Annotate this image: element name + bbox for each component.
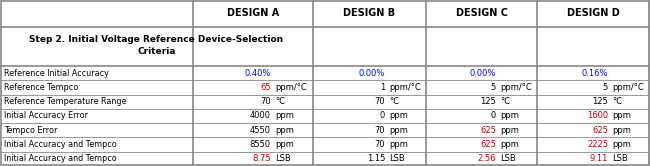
Text: 0: 0 (380, 112, 385, 121)
Text: 9.11: 9.11 (590, 154, 608, 163)
Text: 0.40%: 0.40% (244, 69, 271, 78)
Text: 8.75: 8.75 (252, 154, 271, 163)
Text: ppm: ppm (612, 126, 631, 135)
Text: ppm: ppm (612, 140, 631, 149)
Text: ppm: ppm (389, 140, 408, 149)
Text: 70: 70 (261, 97, 271, 106)
Text: 70: 70 (374, 140, 385, 149)
Text: ppm: ppm (500, 126, 519, 135)
Text: Initial Accuracy and Tempco: Initial Accuracy and Tempco (4, 154, 117, 163)
Text: Initial Accuracy and Tempco: Initial Accuracy and Tempco (4, 140, 117, 149)
Text: Reference Tempco: Reference Tempco (4, 83, 78, 92)
Text: 5: 5 (491, 83, 496, 92)
Text: 5: 5 (603, 83, 608, 92)
Text: DESIGN D: DESIGN D (567, 8, 620, 18)
Text: 2.56: 2.56 (478, 154, 496, 163)
Text: ppm/°C: ppm/°C (500, 83, 532, 92)
Text: LSB: LSB (612, 154, 628, 163)
Text: 70: 70 (374, 126, 385, 135)
Text: 4000: 4000 (250, 112, 271, 121)
Text: 8550: 8550 (250, 140, 271, 149)
Text: LSB: LSB (500, 154, 515, 163)
Text: 625: 625 (480, 126, 496, 135)
Text: 70: 70 (374, 97, 385, 106)
Text: 125: 125 (592, 97, 608, 106)
Text: ppm/°C: ppm/°C (612, 83, 644, 92)
Text: 1600: 1600 (587, 112, 608, 121)
Text: 4550: 4550 (250, 126, 271, 135)
Text: ppm: ppm (389, 112, 408, 121)
Text: Tempco Error: Tempco Error (4, 126, 57, 135)
Text: 125: 125 (480, 97, 496, 106)
Text: ppm: ppm (275, 140, 294, 149)
Text: ppm/°C: ppm/°C (389, 83, 421, 92)
Text: Reference Initial Accuracy: Reference Initial Accuracy (4, 69, 109, 78)
Text: ppm: ppm (275, 126, 294, 135)
Text: ppm/°C: ppm/°C (275, 83, 307, 92)
Text: Step 2. Initial Voltage Reference Device-Selection
Criteria: Step 2. Initial Voltage Reference Device… (29, 35, 283, 56)
Text: 625: 625 (592, 126, 608, 135)
Text: LSB: LSB (275, 154, 291, 163)
Text: 65: 65 (261, 83, 271, 92)
Text: 0.16%: 0.16% (582, 69, 608, 78)
Text: 625: 625 (480, 140, 496, 149)
Text: °C: °C (275, 97, 285, 106)
Text: 2225: 2225 (587, 140, 608, 149)
Text: ppm: ppm (612, 112, 631, 121)
Text: DESIGN B: DESIGN B (343, 8, 396, 18)
Text: °C: °C (389, 97, 399, 106)
Text: ppm: ppm (389, 126, 408, 135)
Text: ppm: ppm (500, 112, 519, 121)
Text: ppm: ppm (275, 112, 294, 121)
Text: LSB: LSB (389, 154, 405, 163)
Text: 0.00%: 0.00% (359, 69, 385, 78)
Text: 0.00%: 0.00% (469, 69, 496, 78)
Text: Initial Accuracy Error: Initial Accuracy Error (4, 112, 88, 121)
Text: DESIGN C: DESIGN C (456, 8, 508, 18)
Text: °C: °C (500, 97, 510, 106)
Text: Reference Temperature Range: Reference Temperature Range (4, 97, 127, 106)
Text: 1.15: 1.15 (367, 154, 385, 163)
Text: ppm: ppm (500, 140, 519, 149)
Text: DESIGN A: DESIGN A (227, 8, 279, 18)
Text: °C: °C (612, 97, 622, 106)
Text: 1: 1 (380, 83, 385, 92)
Text: 0: 0 (491, 112, 496, 121)
